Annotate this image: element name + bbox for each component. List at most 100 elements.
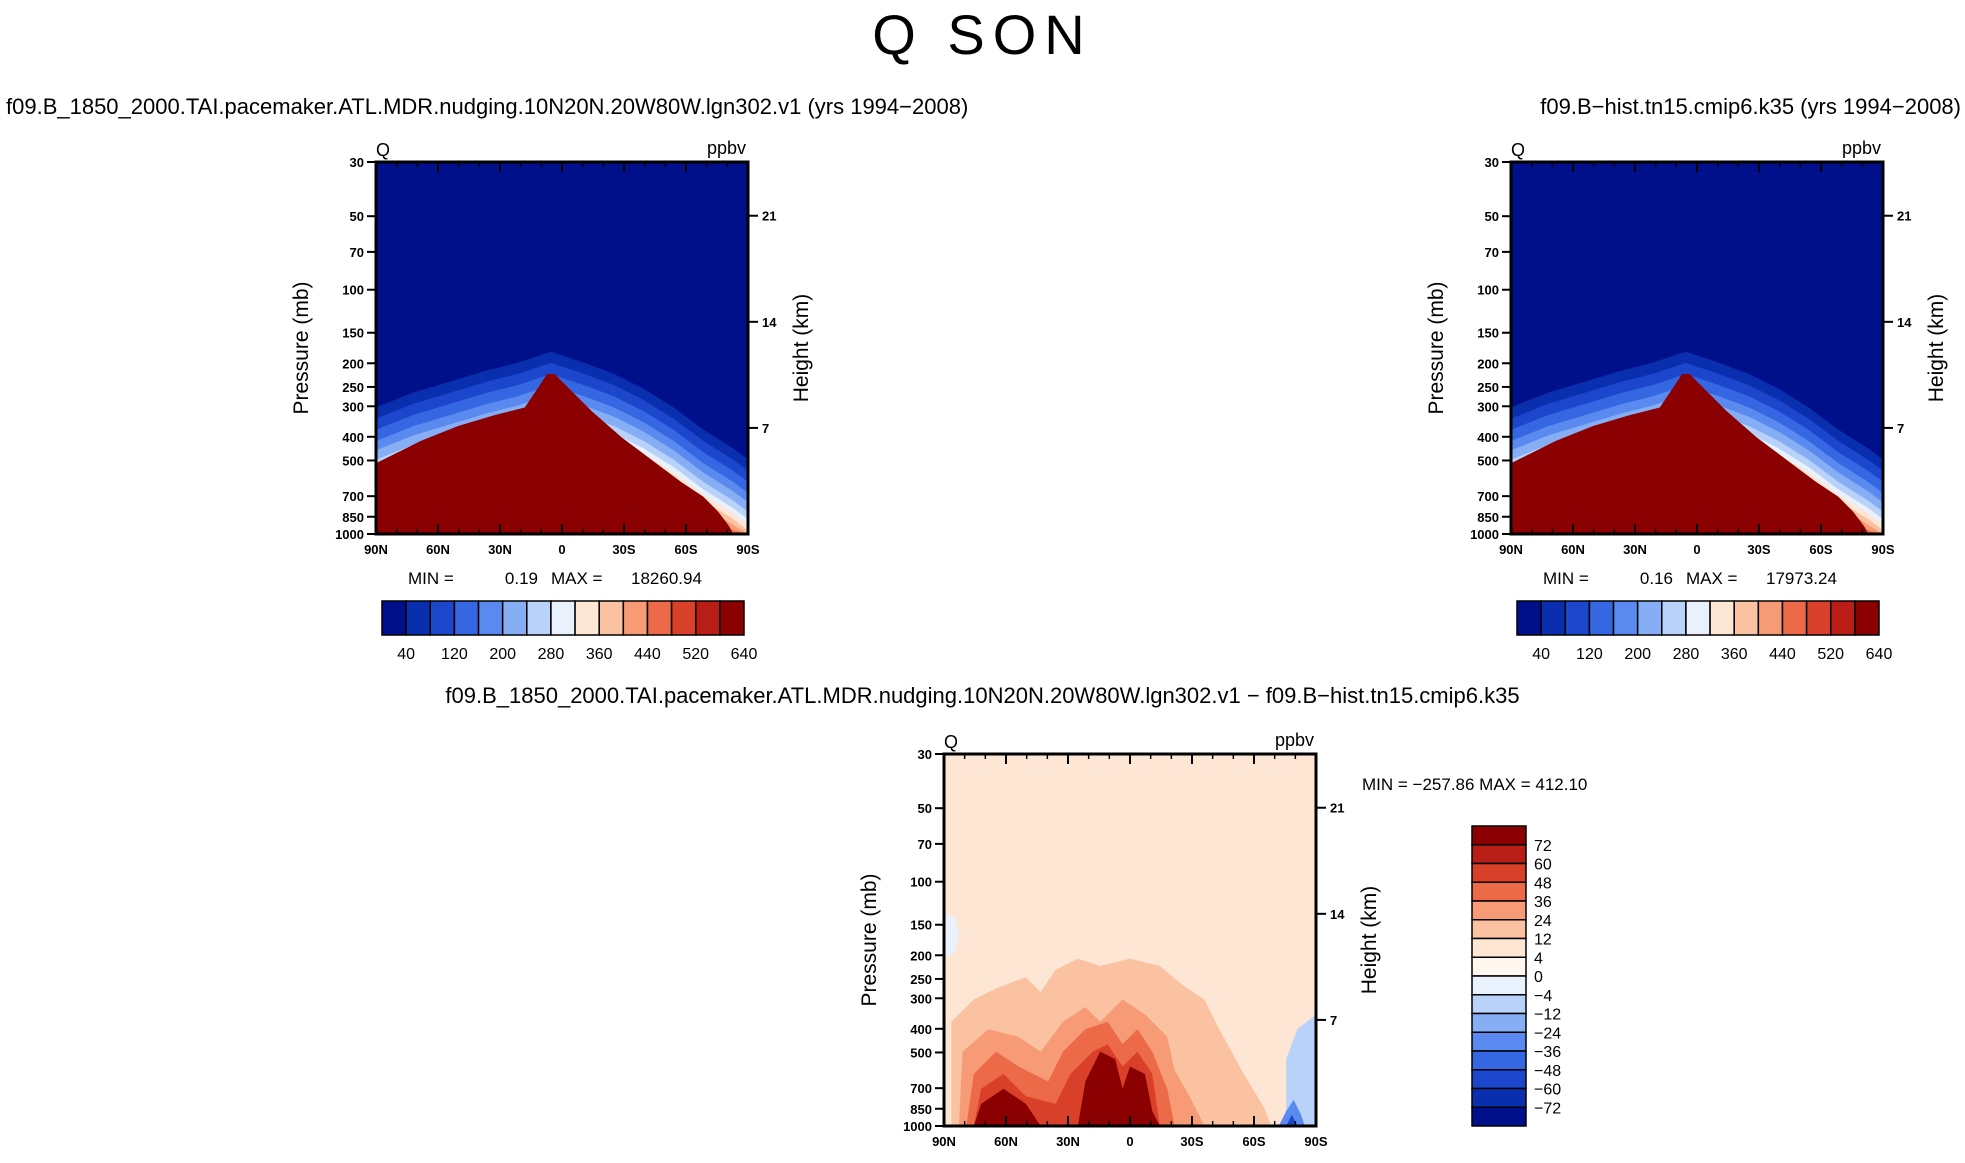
panel1-ytick-label: 200 [342, 356, 364, 371]
panel1-colorbar-box [598, 600, 625, 636]
panel3-colorbar-box [1471, 1069, 1527, 1090]
panel1-xtick-label: 0 [558, 542, 565, 557]
panel3-ytick-label: 500 [910, 1045, 932, 1060]
panel2-colorbar-label: 520 [1817, 646, 1844, 663]
panel3-colorbar-label: −24 [1534, 1025, 1561, 1042]
panel2-xtick-label: 30S [1747, 542, 1770, 557]
panel2-ytick-label: 200 [1477, 356, 1499, 371]
panel3-colorbar-box [1471, 975, 1527, 996]
panel2-xtick-label: 0 [1693, 542, 1700, 557]
panel1-xtick-label: 60S [674, 542, 697, 557]
panel1-colorbar-label: 360 [586, 646, 613, 663]
panel1-colorbar-label: 120 [441, 646, 468, 663]
page-title: Q SON [872, 3, 1093, 66]
panel3-xtick-label: 0 [1126, 1134, 1133, 1149]
panel1-ytick-label: 70 [350, 245, 364, 260]
panel1-colorbar-label: 40 [397, 646, 415, 663]
panel3-title: f09.B_1850_2000.TAI.pacemaker.ATL.MDR.nu… [445, 683, 1520, 708]
panel1-colorbar-box [405, 600, 432, 636]
panel3-colorbar-label: −60 [1534, 1082, 1561, 1099]
panel1-y2label: Height (km) [790, 294, 813, 403]
panel3-variable-label: Q [944, 732, 958, 752]
panel2-ytick-label: 1000 [1470, 527, 1499, 542]
panel3-colorbar-box [1471, 862, 1527, 883]
panel2-xtick-label: 90N [1499, 542, 1523, 557]
panel3-ytick-label: 100 [910, 875, 932, 890]
panel3-colorbar-box [1471, 825, 1527, 846]
panel1-colorbar-box [646, 600, 673, 636]
panel3-xtick-label: 60N [994, 1134, 1018, 1149]
panel1-colorbar-box [381, 600, 407, 636]
panel2-colorbar-box [1757, 600, 1784, 636]
panel3-diff-blob-core-a [973, 1088, 1041, 1126]
panel3-diff-blob-blue-light [1286, 1014, 1316, 1126]
panel3-ytick-label: 700 [910, 1081, 932, 1096]
panel3-colorbar-box [1471, 994, 1527, 1015]
panel2-colorbar-box [1636, 600, 1663, 636]
panel2-colorbar-box [1805, 600, 1832, 636]
panel2-ytick-label: 100 [1477, 283, 1499, 298]
panel3-colorbar-box [1471, 1050, 1527, 1071]
panel1-colorbar-box [550, 600, 576, 636]
panel2-min-label: MIN = [1543, 569, 1589, 588]
panel3-colorbar-box [1471, 919, 1527, 940]
panel1-xtick-label: 90N [364, 542, 388, 557]
panel2-colorbar-box [1733, 600, 1760, 636]
panel3-ytick-label: 30 [918, 747, 932, 762]
panel3-colorbar-box [1471, 1106, 1527, 1127]
panel3-colorbar-label: 12 [1534, 932, 1552, 949]
panel2-colorbar-box [1612, 600, 1639, 636]
panel2-contour-fill-max [1511, 374, 1869, 534]
panel3-colorbar-label: 60 [1534, 857, 1552, 874]
panel1-contour-fill-max [376, 374, 734, 534]
panel2-ytick-label: 400 [1477, 430, 1499, 445]
panel3-xtick-label: 60S [1242, 1134, 1265, 1149]
panel1-xtick-label: 30N [488, 542, 512, 557]
panel2-ytick-label: 30 [1485, 155, 1499, 170]
panel3-colorbar-box [1471, 956, 1527, 977]
panel3-colorbar-box [1471, 881, 1527, 902]
panel1-colorbar-box [453, 600, 480, 636]
panel2-title: f09.B−hist.tn15.cmip6.k35 (yrs 1994−2008… [1540, 94, 1961, 119]
panel2-colorbar-box [1709, 600, 1735, 636]
panel2-colorbar-box [1564, 600, 1591, 636]
panel3-ytick-label: 50 [918, 801, 932, 816]
panel3-colorbar-label: 48 [1534, 875, 1552, 892]
panel3-colorbar-box [1471, 1087, 1527, 1108]
panel1-xtick-label: 60N [426, 542, 450, 557]
panel3-colorbar-label: −4 [1534, 988, 1552, 1005]
panel2-units-label: ppbv [1842, 138, 1881, 158]
panel1-ytick-label: 150 [342, 326, 364, 341]
panel1-max-label: MAX = [551, 569, 603, 588]
panel2-colorbar-label: 640 [1866, 646, 1893, 663]
panel2-ytick-label: 500 [1477, 453, 1499, 468]
panel3-colorbar-box [1471, 844, 1527, 865]
panel1-min-value: 0.19 [505, 569, 538, 588]
panel3-diff-blob-core-b [1077, 1051, 1160, 1126]
panel1-colorbar-box [670, 600, 697, 636]
panel1-units-label: ppbv [707, 138, 746, 158]
panel1-colorbar-box [622, 600, 649, 636]
panel1-colorbar-label: 280 [538, 646, 565, 663]
panel3-xtick-label: 90N [932, 1134, 956, 1149]
panel1-title: f09.B_1850_2000.TAI.pacemaker.ATL.MDR.nu… [6, 94, 969, 119]
panel3-y2tick-label: 14 [1330, 907, 1345, 922]
panel3-diff-blob-blue-upper [944, 914, 959, 959]
panel1-colorbar-box [526, 600, 552, 636]
panel3-xtick-label: 30S [1180, 1134, 1203, 1149]
panel3-ytick-label: 1000 [903, 1119, 932, 1134]
panel2-xtick-label: 90S [1871, 542, 1894, 557]
panel1-colorbar-box [477, 600, 504, 636]
panel3-y2tick-label: 21 [1330, 801, 1344, 816]
panel1-ytick-label: 1000 [335, 527, 364, 542]
panel1-y2tick-label: 21 [762, 209, 776, 224]
panel2-ytick-label: 300 [1477, 399, 1499, 414]
panel1-colorbar-label: 440 [634, 646, 661, 663]
panel2-colorbar-box [1854, 600, 1880, 636]
panel3-ytick-label: 70 [918, 837, 932, 852]
panel1-xtick-label: 30S [612, 542, 635, 557]
panel1-max-value: 18260.94 [631, 569, 702, 588]
panel2-ytick-label: 150 [1477, 326, 1499, 341]
panel3-xtick-label: 30N [1056, 1134, 1080, 1149]
panel3-ytick-label: 150 [910, 918, 932, 933]
